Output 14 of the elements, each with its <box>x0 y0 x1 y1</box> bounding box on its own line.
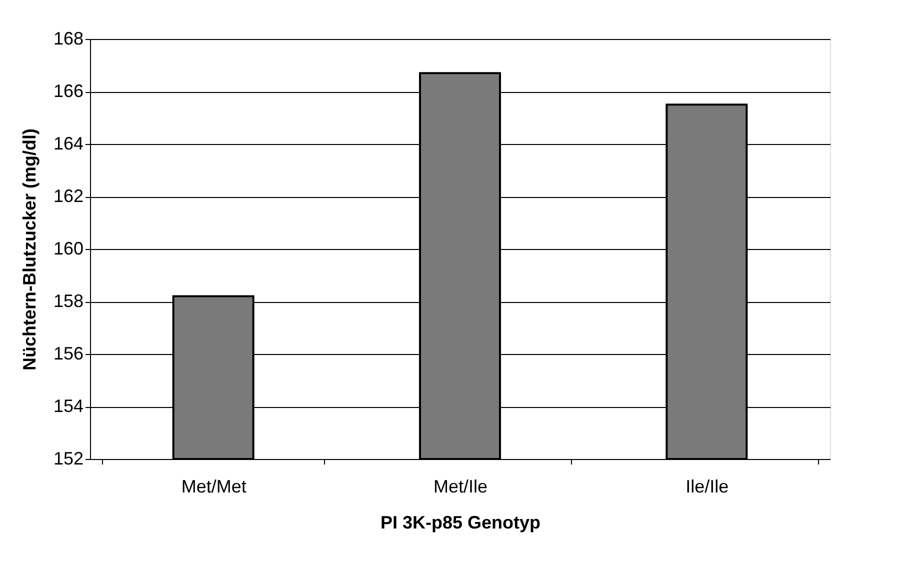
y-tick-label: 160 <box>53 238 84 258</box>
y-tick-label: 164 <box>53 134 84 154</box>
x-tick-label: Met/Ile <box>433 476 488 496</box>
y-axis-title: Nüchtern-Blutzucker (mg/dl) <box>19 128 40 371</box>
y-tick-label: 156 <box>53 344 84 364</box>
y-tick-label: 166 <box>53 81 84 101</box>
y-tick-label: 162 <box>53 186 84 206</box>
y-tick-label: 168 <box>53 28 84 48</box>
y-tick-label: 152 <box>53 448 84 468</box>
y-tick-label: 158 <box>53 291 84 311</box>
x-tick-label: Ile/Ile <box>686 476 729 496</box>
x-tick-label: Met/Met <box>181 476 246 496</box>
y-tick-label: 154 <box>53 396 84 416</box>
x-axis-title: PI 3K-p85 Genotyp <box>380 512 541 532</box>
